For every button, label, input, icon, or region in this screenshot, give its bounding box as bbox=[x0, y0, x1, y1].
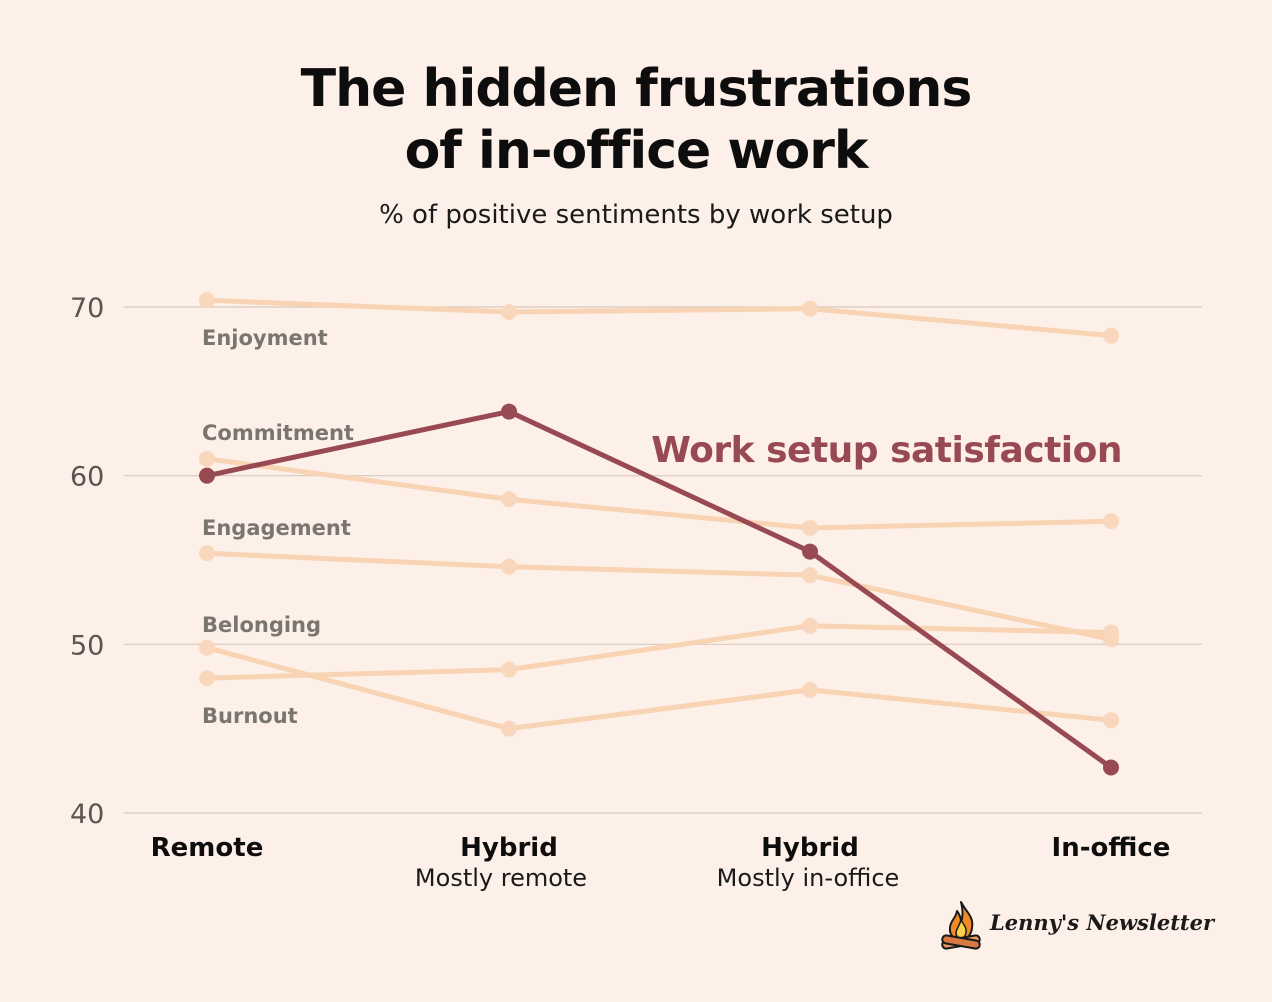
secondary-series-layer bbox=[199, 292, 1119, 737]
x-tick-label: In-office bbox=[1052, 833, 1171, 863]
brand-logo: Lenny's Newsletter bbox=[936, 898, 1214, 954]
x-tick-label: Hybrid bbox=[761, 833, 859, 863]
data-point bbox=[199, 450, 215, 467]
highlight-series-layer bbox=[199, 403, 1119, 776]
data-point bbox=[199, 545, 215, 562]
grid-layer bbox=[124, 306, 1202, 814]
chart-title-line: of in-office work bbox=[404, 121, 869, 181]
data-point bbox=[1103, 624, 1119, 641]
x-tick-sublabel: Mostly remote bbox=[415, 864, 587, 892]
data-point bbox=[501, 403, 517, 420]
chart-subtitle: % of positive sentiments by work setup bbox=[379, 200, 893, 230]
data-point bbox=[199, 467, 215, 484]
chart-title: The hidden frustrations of in-office wor… bbox=[0, 58, 1272, 182]
data-point bbox=[1103, 327, 1119, 344]
x-tick-sublabel: Mostly in-office bbox=[717, 864, 900, 892]
data-point bbox=[802, 543, 818, 560]
y-tick-label: 50 bbox=[70, 630, 104, 661]
series-line bbox=[204, 623, 1114, 681]
series-labels: Enjoyment Commitment Engagement Belonging Bu… bbox=[202, 326, 1123, 728]
data-point bbox=[802, 519, 818, 536]
data-point bbox=[501, 661, 517, 678]
y-tick-label: 40 bbox=[70, 799, 104, 830]
data-point bbox=[1103, 513, 1119, 530]
chart-title-line: The hidden frustrations bbox=[300, 59, 973, 119]
y-tick-label: 70 bbox=[70, 293, 104, 324]
series-label: Burnout bbox=[202, 704, 298, 728]
data-point bbox=[1103, 759, 1119, 776]
series-label: Belonging bbox=[202, 613, 321, 637]
data-point bbox=[501, 491, 517, 508]
series-line bbox=[204, 456, 1114, 531]
data-point bbox=[501, 304, 517, 321]
series-line bbox=[204, 409, 1114, 770]
data-point bbox=[199, 670, 215, 687]
series-label: Engagement bbox=[202, 516, 351, 540]
data-point bbox=[1103, 712, 1119, 729]
data-point bbox=[501, 558, 517, 575]
data-point bbox=[802, 567, 818, 584]
campfire-icon bbox=[941, 901, 981, 950]
data-point bbox=[802, 300, 818, 317]
series-label: Enjoyment bbox=[202, 326, 328, 350]
y-tick-label: 60 bbox=[70, 462, 104, 493]
series-line bbox=[204, 550, 1114, 642]
series-line bbox=[204, 645, 1114, 732]
series-label: Work setup satisfaction bbox=[651, 430, 1122, 471]
y-axis-ticks: 70 60 50 40 bbox=[70, 293, 104, 830]
data-point bbox=[501, 720, 517, 737]
x-tick-label: Hybrid bbox=[460, 833, 558, 863]
series-label: Commitment bbox=[202, 421, 354, 445]
series-line bbox=[204, 297, 1114, 339]
data-point bbox=[199, 639, 215, 656]
data-point bbox=[802, 617, 818, 634]
brand-name: Lenny's Newsletter bbox=[990, 910, 1215, 935]
data-point bbox=[199, 292, 215, 309]
x-tick-label: Remote bbox=[151, 833, 264, 863]
data-point bbox=[802, 681, 818, 698]
